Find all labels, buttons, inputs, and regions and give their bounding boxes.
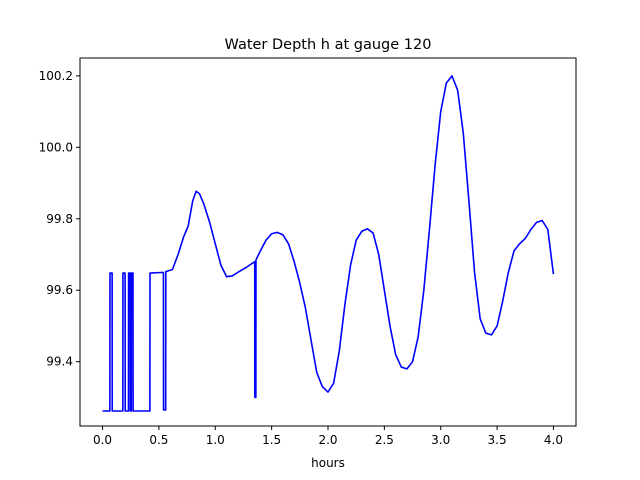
x-axis: 0.0 0.5 1.0 1.5 2.0 2.5 3.0 3.5 4.0 <box>93 426 563 447</box>
x-tick-label: 1.0 <box>206 433 225 447</box>
x-axis-label: hours <box>311 456 345 470</box>
y-tick-label: 99.8 <box>46 212 73 226</box>
y-tick-label: 100.2 <box>39 69 73 83</box>
x-tick-label: 2.5 <box>375 433 394 447</box>
x-tick-label: 3.5 <box>488 433 507 447</box>
y-axis: 99.4 99.6 99.8 100.0 100.2 <box>39 69 80 369</box>
series-line <box>102 75 555 412</box>
y-tick-label: 99.6 <box>46 283 73 297</box>
y-tick-label: 99.4 <box>46 355 73 369</box>
x-tick-label: 4.0 <box>544 433 563 447</box>
x-tick-label: 1.5 <box>262 433 281 447</box>
chart-title: Water Depth h at gauge 120 <box>225 37 432 53</box>
x-tick-label: 0.0 <box>93 433 112 447</box>
x-tick-label: 0.5 <box>149 433 168 447</box>
x-tick-label: 3.0 <box>431 433 450 447</box>
series-layer <box>102 75 555 412</box>
x-tick-label: 2.0 <box>318 433 337 447</box>
y-tick-label: 100.0 <box>39 140 73 154</box>
